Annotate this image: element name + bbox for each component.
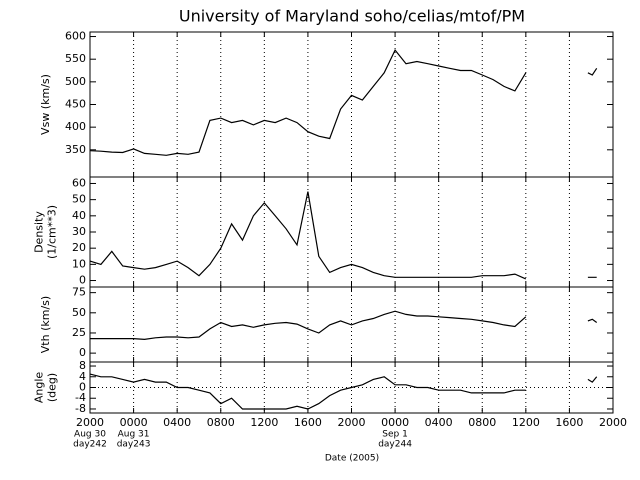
y-tick-label: 0 <box>79 381 86 394</box>
x-tick-label: 0800 <box>468 416 496 429</box>
y-tick-label: 500 <box>65 75 86 88</box>
x-tick-label: 0000 <box>120 416 148 429</box>
x-date-label: Aug 30 <box>74 430 106 440</box>
y-axis-label: Vth (km/s) <box>39 296 52 353</box>
y-tick-label: 50 <box>72 193 86 206</box>
x-tick-label: 2000 <box>338 416 366 429</box>
y-tick-label: 25 <box>72 326 86 339</box>
y-tick-label: 20 <box>72 241 86 254</box>
y-tick-label: 8 <box>79 359 86 372</box>
x-tick-label: 1600 <box>294 416 322 429</box>
y-tick-label: 550 <box>65 52 86 65</box>
x-tick-label: 1200 <box>512 416 540 429</box>
y-tick-label: 0 <box>79 274 86 287</box>
y-tick-label: 75 <box>72 286 86 299</box>
x-tick-label: 0000 <box>381 416 409 429</box>
x-tick-label: 0800 <box>207 416 235 429</box>
y-tick-label: -8 <box>75 402 86 415</box>
x-day-label: day243 <box>117 440 151 450</box>
y-axis-label: Vsw (km/s) <box>39 74 52 135</box>
x-day-label: day242 <box>73 440 107 450</box>
x-tick-label: 0400 <box>425 416 453 429</box>
y-tick-label: 30 <box>72 225 86 238</box>
y-tick-label: 350 <box>65 143 86 156</box>
x-tick-label: 2000 <box>599 416 627 429</box>
y-tick-label: 10 <box>72 257 86 270</box>
y-tick-label: 40 <box>72 209 86 222</box>
x-tick-label: 0400 <box>163 416 191 429</box>
x-tick-label: 2000 <box>76 416 104 429</box>
x-tick-label: 1600 <box>555 416 583 429</box>
x-date-label: Sep 1 <box>382 430 408 440</box>
y-tick-label: 4 <box>79 370 86 383</box>
y-axis-label: Angle <box>33 372 46 404</box>
x-date-label: Aug 31 <box>118 430 150 440</box>
data-line <box>89 373 598 410</box>
data-line <box>89 191 597 280</box>
y-axis-label: Density <box>33 211 46 253</box>
plot-frame <box>89 361 614 414</box>
chart-title: University of Maryland soho/celias/mtof/… <box>179 7 525 26</box>
y-tick-label: 60 <box>72 176 86 189</box>
y-tick-label: 0 <box>79 346 86 359</box>
y-tick-label: 50 <box>72 306 86 319</box>
y-tick-label: 600 <box>65 30 86 43</box>
y-tick-label: 450 <box>65 98 86 111</box>
y-axis-label: (1/cm**3) <box>46 205 59 259</box>
y-tick-label: 400 <box>65 120 86 133</box>
y-axis-label: (deg) <box>46 373 59 402</box>
data-line <box>90 310 598 341</box>
x-tick-label: 1200 <box>250 416 278 429</box>
x-axis-label: Date (2005) <box>325 454 379 464</box>
y-tick-label: -4 <box>75 391 86 404</box>
data-line <box>89 48 598 156</box>
x-day-label: day244 <box>378 440 412 450</box>
